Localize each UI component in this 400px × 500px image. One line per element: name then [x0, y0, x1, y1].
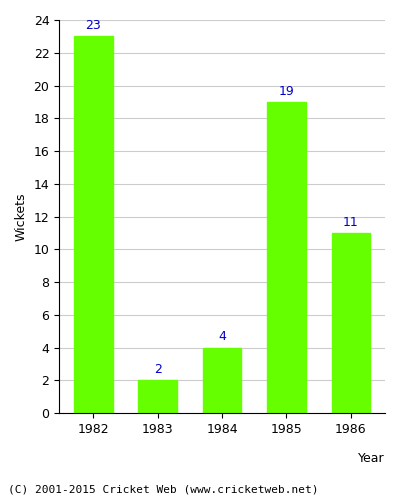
Text: 11: 11: [343, 216, 359, 229]
Text: 4: 4: [218, 330, 226, 344]
Bar: [267, 102, 306, 413]
Text: 19: 19: [278, 85, 294, 98]
Text: (C) 2001-2015 Cricket Web (www.cricketweb.net): (C) 2001-2015 Cricket Web (www.cricketwe…: [8, 485, 318, 495]
Text: 23: 23: [86, 20, 101, 32]
Text: 2: 2: [154, 364, 162, 376]
Y-axis label: Wickets: Wickets: [15, 192, 28, 241]
Bar: [74, 36, 113, 413]
Bar: [203, 348, 241, 413]
Bar: [332, 233, 370, 413]
Text: Year: Year: [358, 452, 385, 465]
Bar: [138, 380, 177, 413]
